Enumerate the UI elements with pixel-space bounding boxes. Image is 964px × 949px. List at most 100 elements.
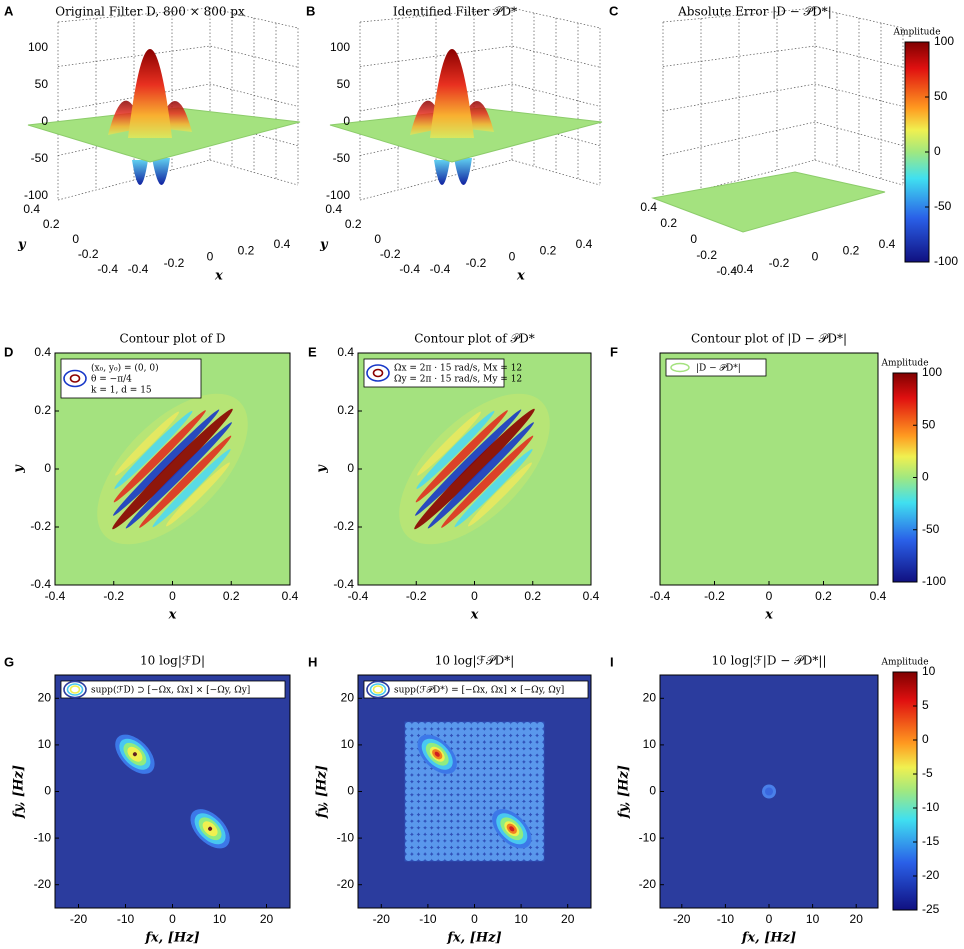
colorbar-tick-label: 0 bbox=[922, 470, 929, 484]
heatmap bbox=[115, 734, 230, 849]
y-tick-label: 0.4 bbox=[640, 200, 657, 214]
grid-dot bbox=[490, 768, 498, 776]
legend-icon bbox=[72, 376, 78, 381]
colorbar-tick-label: 10 bbox=[922, 664, 936, 678]
grid-dot bbox=[431, 834, 439, 842]
grid-dot bbox=[457, 814, 465, 822]
grid-dot bbox=[523, 774, 531, 782]
grid-dot bbox=[517, 761, 525, 769]
grid-dot bbox=[490, 748, 498, 756]
grid-dot bbox=[437, 847, 446, 855]
grid-dot bbox=[523, 768, 531, 776]
y-tick-label: -10 bbox=[337, 830, 355, 844]
grid-dot bbox=[510, 728, 518, 736]
y-tick-label: 0 bbox=[374, 232, 381, 246]
x-tick-label: 0.4 bbox=[282, 589, 299, 603]
grid-dot bbox=[523, 794, 531, 802]
y-tick-label: -0.2 bbox=[380, 247, 401, 261]
grid-dot bbox=[411, 728, 419, 736]
grid-dot bbox=[477, 834, 485, 842]
grid-dot bbox=[503, 748, 512, 756]
pattern bbox=[399, 393, 550, 545]
grid-dot bbox=[437, 794, 446, 802]
x-tick-label: -0.2 bbox=[769, 256, 790, 270]
grid-dot bbox=[405, 840, 413, 848]
grid-dot bbox=[536, 814, 545, 822]
z-tick-label: -100 bbox=[326, 188, 350, 202]
stripe bbox=[417, 411, 481, 476]
x-axis-label: x bbox=[214, 269, 223, 284]
grid-dot bbox=[451, 834, 459, 842]
grid-dot bbox=[477, 820, 485, 829]
grid-dot bbox=[464, 840, 472, 848]
grid-dot bbox=[411, 722, 419, 730]
grid-dot bbox=[444, 807, 452, 815]
grid-dot bbox=[477, 774, 485, 782]
colorbar-tick-label: 50 bbox=[934, 89, 948, 103]
grid-dot bbox=[477, 754, 485, 763]
panel-title: 10 log|ℱ𝒫D*| bbox=[435, 654, 515, 668]
grid-dot bbox=[424, 787, 432, 796]
y-axis-label: fy, [Hz] bbox=[315, 765, 330, 819]
grid-dot bbox=[457, 787, 465, 796]
grid-dot bbox=[457, 781, 465, 789]
pattern bbox=[97, 393, 248, 545]
box-edge bbox=[662, 7, 816, 23]
grid-dot bbox=[530, 728, 538, 736]
grid-dot bbox=[477, 807, 485, 815]
grid-dot bbox=[418, 761, 426, 769]
panel-letter: C bbox=[609, 3, 619, 18]
grid-dot bbox=[477, 768, 485, 776]
panel-title: Contour plot of D bbox=[120, 332, 226, 346]
box-edge bbox=[57, 159, 211, 201]
grid-dot bbox=[418, 834, 426, 842]
grid-dot bbox=[444, 801, 452, 809]
grid-dot bbox=[418, 781, 426, 789]
grid-dot bbox=[437, 787, 446, 796]
legend-entry: Ωy = 2π · 15 rad/s, My = 12 bbox=[394, 375, 522, 385]
grid-dot bbox=[444, 728, 452, 736]
dip bbox=[152, 158, 170, 185]
blob bbox=[115, 734, 155, 774]
grid-dot bbox=[477, 735, 485, 743]
grid-dot bbox=[451, 827, 459, 835]
grid-dot bbox=[405, 748, 413, 756]
grid-dot bbox=[497, 853, 505, 862]
x-axis-label: fx, [Hz] bbox=[446, 931, 501, 946]
colorbar-tick-label: -15 bbox=[922, 834, 940, 848]
grid-dot bbox=[484, 761, 492, 769]
grid-dot bbox=[517, 735, 525, 743]
y-axis-label: y bbox=[319, 238, 329, 253]
grid-dot bbox=[484, 840, 492, 848]
grid-dot bbox=[418, 794, 426, 802]
grid-dot bbox=[451, 840, 459, 848]
dip bbox=[434, 160, 450, 185]
grid-dot bbox=[530, 787, 538, 796]
grid-dot bbox=[451, 781, 459, 789]
grid-dot bbox=[411, 794, 419, 802]
legend-entry: supp(ℱ𝒫D*) = [−Ωx, Ωx] × [−Ωy, Ωy] bbox=[394, 685, 564, 696]
grid-dot bbox=[530, 847, 538, 855]
grid-dot bbox=[530, 735, 538, 743]
panel-letter: H bbox=[308, 654, 317, 669]
grid-dot bbox=[444, 847, 452, 855]
grid-dot bbox=[517, 774, 525, 782]
grid-dot bbox=[503, 735, 512, 743]
grid-dot bbox=[477, 853, 485, 862]
grid-dot bbox=[470, 748, 479, 756]
legend-entry: θ = −π/4 bbox=[91, 375, 132, 385]
grid-dot bbox=[484, 847, 492, 855]
colorbar-label: Amplitude bbox=[880, 658, 928, 668]
grid-dot bbox=[457, 754, 465, 763]
legend-icon bbox=[69, 374, 81, 383]
heatmap bbox=[97, 393, 248, 545]
grid-dot bbox=[477, 840, 485, 848]
y-tick-label: -20 bbox=[337, 877, 355, 891]
grid-dot bbox=[444, 794, 452, 802]
y-tick-label: 0 bbox=[44, 784, 51, 798]
x-tick-label: 0 bbox=[509, 250, 516, 264]
stripe bbox=[468, 462, 532, 527]
grid-dot bbox=[418, 722, 426, 730]
grid-dot bbox=[536, 787, 545, 796]
